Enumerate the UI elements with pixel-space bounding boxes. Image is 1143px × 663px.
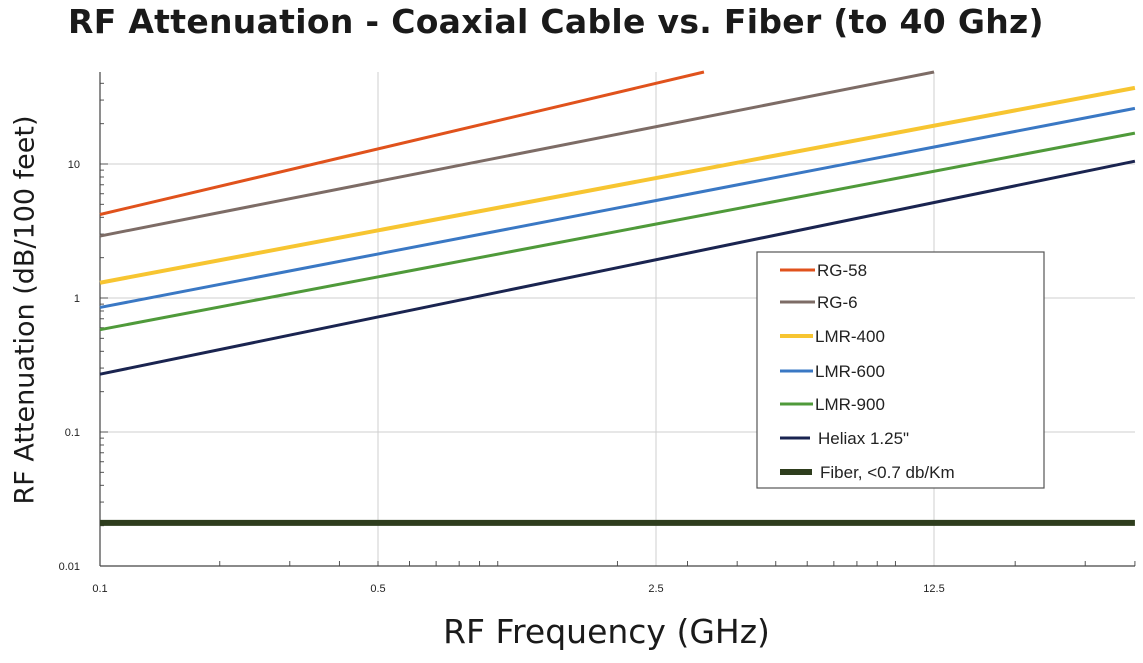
- y-tick-label: 1: [74, 293, 80, 305]
- series-line-lmr-900: [99, 131, 1136, 332]
- series-line-lmr-600: [99, 106, 1136, 309]
- legend-label: LMR-900: [815, 395, 885, 414]
- series-line-lmr-400: [99, 85, 1136, 285]
- series-line-rg-6: [99, 70, 935, 238]
- axes: 0.01 0.1 1 10 0.1 0.5 2.5 12.5: [59, 72, 1136, 595]
- y-tick-label: 0.01: [59, 561, 80, 573]
- series-group: [99, 70, 1136, 526]
- x-tick-label: 0.5: [370, 583, 385, 595]
- x-tick-label: 0.1: [92, 583, 107, 595]
- legend-label: Fiber, <0.7 db/Km: [820, 463, 955, 482]
- series-line-heliax-1-25: [99, 159, 1136, 376]
- y-tick-label: 10: [68, 159, 80, 171]
- x-tick-label: 2.5: [648, 583, 663, 595]
- chart-title: RF Attenuation - Coaxial Cable vs. Fiber…: [68, 2, 1044, 41]
- series-line-rg-58: [99, 70, 705, 216]
- legend-label: Heliax 1.25": [818, 429, 909, 448]
- x-tick-label: 12.5: [923, 583, 944, 595]
- legend: RG-58 RG-6 LMR-400 LMR-600 LMR-900 Heliax 1.2…: [756, 251, 1045, 489]
- legend-label: LMR-400: [815, 327, 885, 346]
- legend-label: LMR-600: [815, 362, 885, 381]
- legend-label: RG-58: [817, 261, 867, 280]
- y-tick-label: 0.1: [65, 427, 80, 439]
- legend-label: RG-6: [817, 293, 858, 312]
- x-axis-label: RF Frequency (GHz): [443, 612, 770, 651]
